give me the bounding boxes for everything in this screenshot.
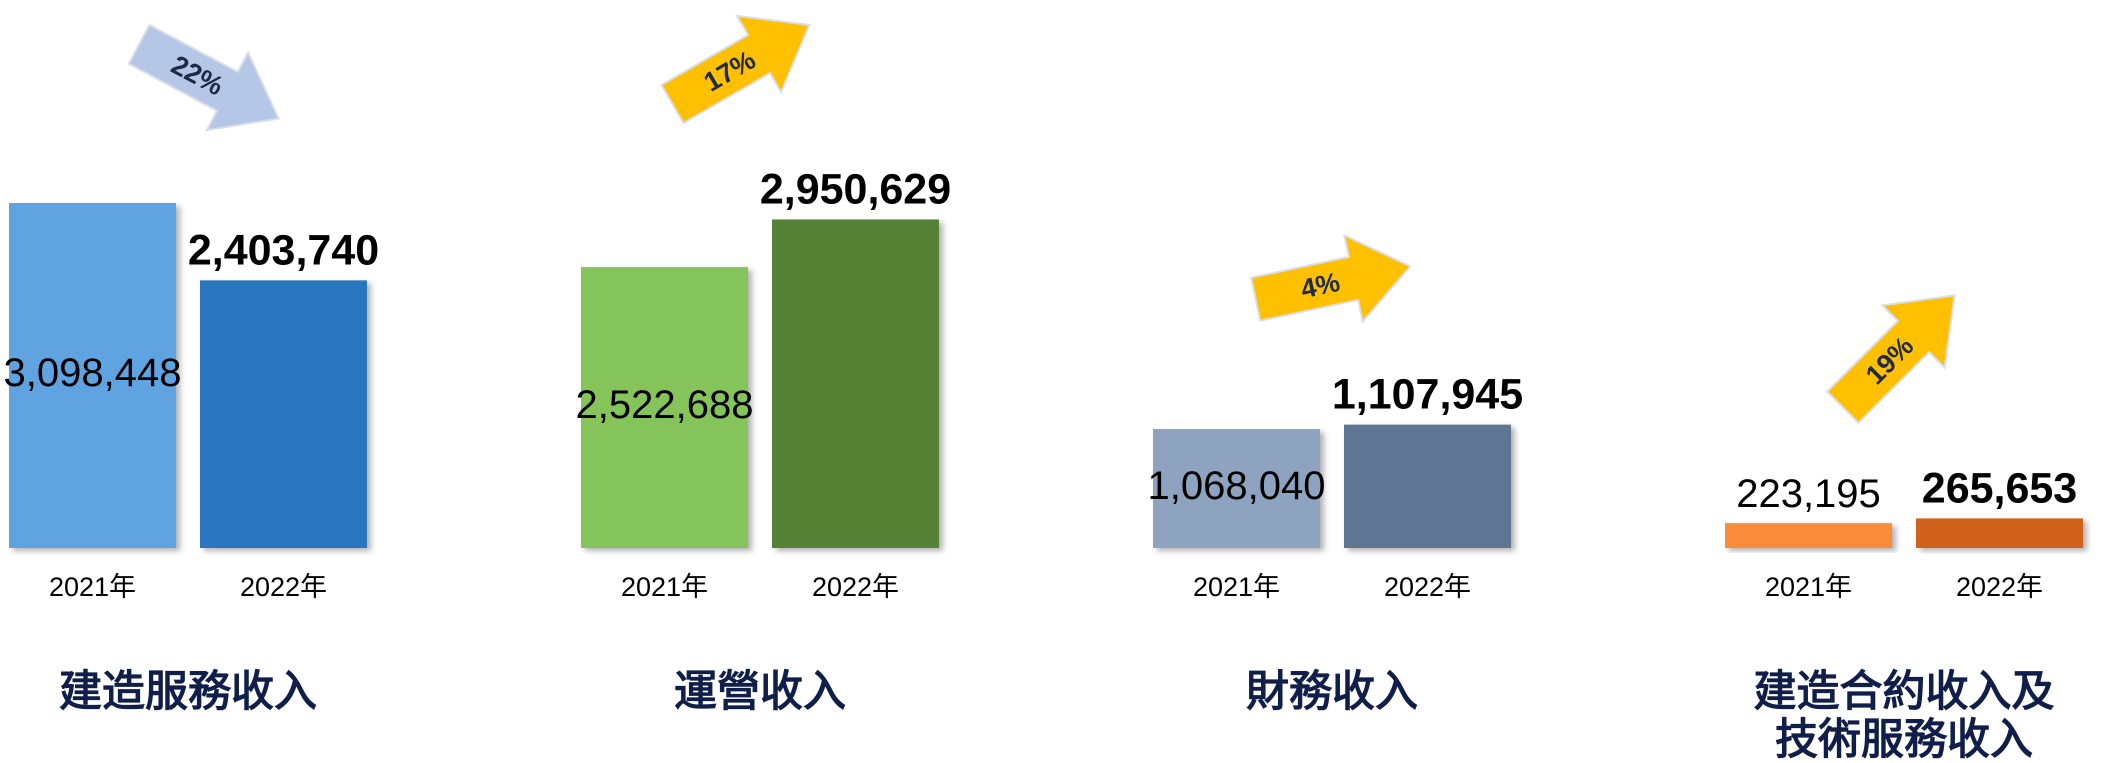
bar (772, 219, 939, 549)
arrow-shape (1825, 294, 1956, 425)
x-tick-label: 2022年 (812, 572, 899, 602)
value-label: 1,107,945 (1332, 371, 1523, 419)
bar (1916, 518, 2083, 548)
x-tick-label: 2021年 (1193, 572, 1280, 602)
x-tick-label: 2022年 (1384, 572, 1471, 602)
chart-title: 運營收入 (674, 668, 846, 716)
chart-title: 建造合約收入及 (1754, 668, 2055, 716)
bar (1725, 523, 1892, 548)
value-label: 1,068,040 (1148, 464, 1326, 508)
bar (1153, 429, 1320, 548)
value-label: 265,653 (1922, 464, 2077, 512)
trend-arrow: 4% (1249, 233, 1412, 324)
bar (9, 203, 176, 548)
value-label: 2,403,740 (188, 226, 379, 274)
x-tick-label: 2021年 (621, 572, 708, 602)
trend-arrow: 22% (127, 23, 281, 132)
bar (581, 267, 748, 548)
chart-title: 技術服務收入 (1775, 716, 2033, 763)
value-label: 2,522,688 (576, 383, 754, 427)
x-tick-label: 2021年 (49, 572, 136, 602)
arrow-shape (127, 23, 281, 132)
arrow-shape (660, 14, 811, 125)
trend-arrow: 19% (1825, 294, 1956, 425)
x-tick-label: 2022年 (1956, 572, 2043, 602)
value-label: 2,950,629 (760, 165, 951, 213)
bar (1344, 424, 1511, 548)
value-label: 3,098,448 (4, 351, 182, 395)
chart-title: 財務收入 (1246, 668, 1418, 716)
x-tick-label: 2021年 (1765, 572, 1852, 602)
value-label: 223,195 (1736, 472, 1881, 516)
chart-title: 建造服務收入 (59, 668, 317, 716)
x-tick-label: 2022年 (240, 572, 327, 602)
trend-arrow: 17% (660, 14, 811, 125)
bar (200, 280, 367, 548)
arrow-shape (1249, 233, 1412, 324)
